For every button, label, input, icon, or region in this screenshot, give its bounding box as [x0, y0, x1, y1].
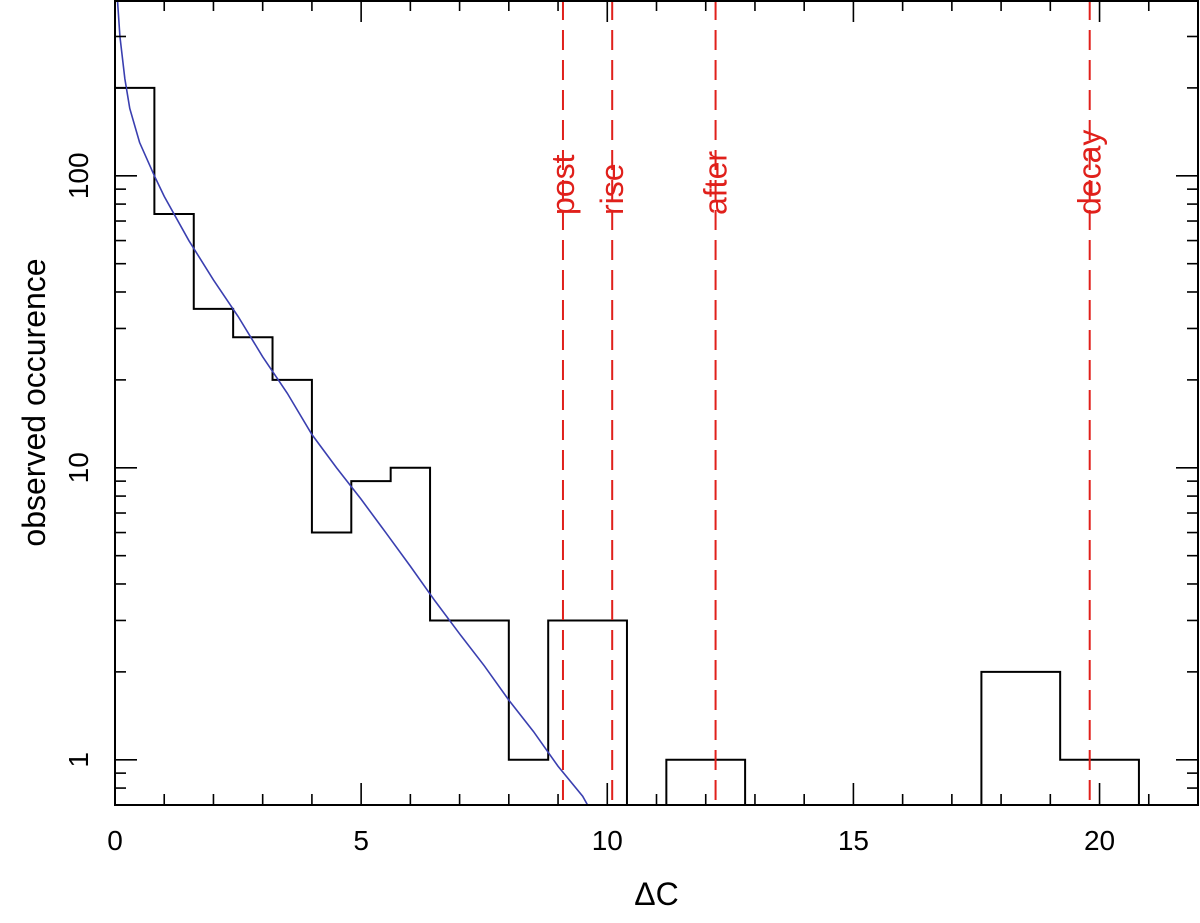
histogram-bar-9: [469, 620, 508, 805]
x-tick-label-20: 20: [1084, 825, 1115, 856]
histogram-bar-4: [273, 380, 312, 805]
histogram-bar-2: [194, 309, 233, 805]
histogram-bar-15: [706, 760, 745, 805]
x-tick-label-0: 0: [107, 825, 123, 856]
x-tick-label-5: 5: [353, 825, 369, 856]
histogram-bar-10: [509, 760, 548, 805]
y-axis-title: observed occurence: [16, 258, 52, 546]
histogram-bar-23: [1021, 672, 1060, 805]
axes: post rise after decay 0 5 10 15 20 1 10 100: [63, 0, 1199, 856]
x-tick-label-15: 15: [838, 825, 869, 856]
histogram-outline: [115, 86, 1140, 805]
histogram-bar-6: [351, 481, 390, 805]
plot-area: [115, 0, 1140, 805]
x-axis-title: ΔC: [634, 876, 678, 912]
histogram-bar-1: [154, 214, 193, 805]
histogram-bar-22: [981, 672, 1020, 805]
histogram-bar-24: [1060, 760, 1099, 805]
reference-label-rise: rise: [594, 163, 630, 215]
x-tick-label-10: 10: [592, 825, 623, 856]
histogram-bar-14: [666, 760, 705, 805]
reference-label-decay: decay: [1072, 130, 1108, 215]
histogram-bar-12: [588, 620, 627, 805]
histogram-bar-7: [391, 468, 430, 805]
fit-curve: [116, 0, 589, 805]
histogram-bar-8: [430, 620, 469, 805]
histogram-bar-3: [233, 337, 272, 805]
y-tick-label-10: 10: [63, 452, 94, 483]
histogram-bar-5: [312, 533, 351, 805]
reference-label-post: post: [545, 154, 581, 215]
y-tick-label-1: 1: [63, 752, 94, 768]
histogram-bar-25: [1100, 760, 1139, 805]
reference-label-after: after: [698, 151, 734, 215]
histogram-bar-0: [115, 88, 154, 805]
y-tick-label-100: 100: [63, 152, 94, 199]
plot-frame: [114, 0, 1199, 806]
